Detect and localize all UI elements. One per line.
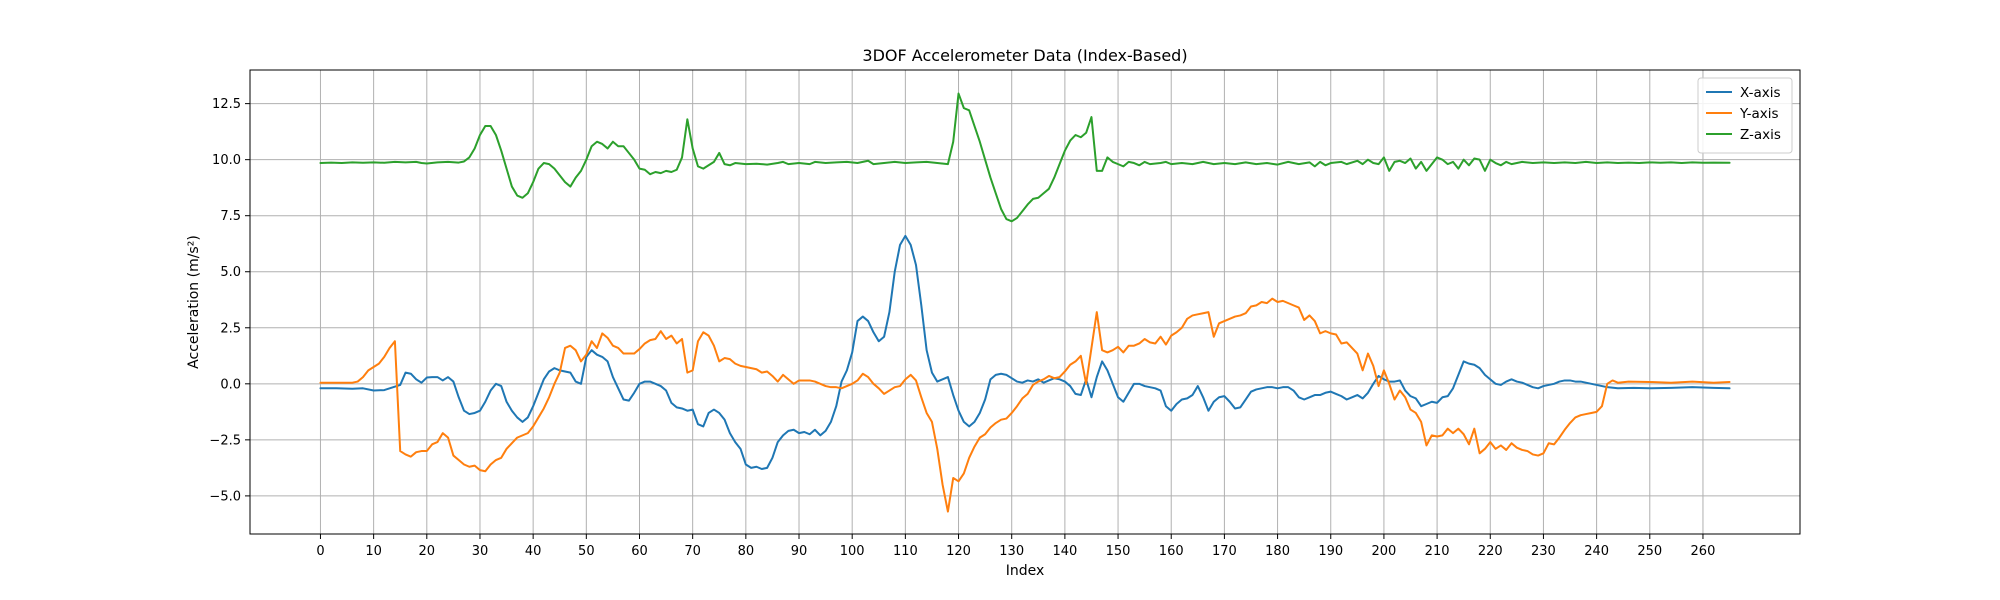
- x-tick-label: 130: [999, 544, 1024, 559]
- y-tick-label: 0.0: [220, 377, 241, 392]
- y-axis-label: Acceleration (m/s²): [186, 235, 202, 369]
- x-tick-label: 90: [791, 544, 808, 559]
- x-axis-ticks: 0 10 20 30 40 50 60 70 80 90 100 110 120 130 140 150 160…: [316, 534, 1715, 559]
- x-tick-label: 140: [1052, 544, 1077, 559]
- x-tick-label: 260: [1691, 544, 1716, 559]
- y-tick-label: 10.0: [212, 153, 241, 168]
- y-axis-ticks: −5.0 −2.5 0.0 2.5 5.0 7.5 10.0 12.5: [209, 97, 250, 504]
- x-tick-label: 70: [684, 544, 701, 559]
- x-tick-label: 240: [1584, 544, 1609, 559]
- x-tick-label: 200: [1372, 544, 1397, 559]
- series-line-z-axis: [319, 92, 1731, 223]
- x-tick-label: 120: [946, 544, 971, 559]
- x-tick-label: 0: [316, 544, 324, 559]
- x-tick-label: 170: [1212, 544, 1237, 559]
- legend: X-axis Y-axis Z-axis: [1697, 77, 1793, 154]
- x-tick-label: 190: [1318, 544, 1343, 559]
- x-tick-label: 80: [738, 544, 755, 559]
- chart-title: 3DOF Accelerometer Data (Index-Based): [862, 46, 1187, 65]
- x-tick-label: 60: [631, 544, 648, 559]
- y-tick-label: 7.5: [220, 209, 241, 224]
- y-tick-label: −5.0: [209, 489, 241, 504]
- y-tick-label: 5.0: [220, 265, 241, 280]
- x-tick-label: 40: [525, 544, 542, 559]
- legend-label-x-axis: X-axis: [1740, 85, 1781, 101]
- x-tick-label: 220: [1478, 544, 1503, 559]
- x-tick-label: 110: [893, 544, 918, 559]
- y-tick-label: 12.5: [212, 97, 241, 112]
- plot-frame: [249, 69, 1801, 535]
- x-tick-label: 150: [1106, 544, 1131, 559]
- x-tick-label: 250: [1637, 544, 1662, 559]
- x-axis-label: Index: [1006, 563, 1045, 579]
- x-tick-label: 20: [419, 544, 436, 559]
- x-tick-label: 180: [1265, 544, 1290, 559]
- x-tick-label: 50: [578, 544, 595, 559]
- legend-label-y-axis: Y-axis: [1739, 106, 1779, 122]
- y-tick-label: −2.5: [209, 433, 241, 448]
- grid: [250, 70, 1800, 534]
- x-tick-label: 160: [1159, 544, 1184, 559]
- x-tick-label: 10: [365, 544, 382, 559]
- series-lines: [319, 92, 1731, 513]
- series-line-x-axis: [319, 234, 1731, 470]
- x-tick-label: 30: [472, 544, 489, 559]
- y-tick-label: 2.5: [220, 321, 241, 336]
- x-tick-label: 100: [840, 544, 865, 559]
- x-tick-label: 230: [1531, 544, 1556, 559]
- legend-label-z-axis: Z-axis: [1740, 127, 1781, 143]
- x-tick-label: 210: [1425, 544, 1450, 559]
- series-line-y-axis: [319, 297, 1731, 513]
